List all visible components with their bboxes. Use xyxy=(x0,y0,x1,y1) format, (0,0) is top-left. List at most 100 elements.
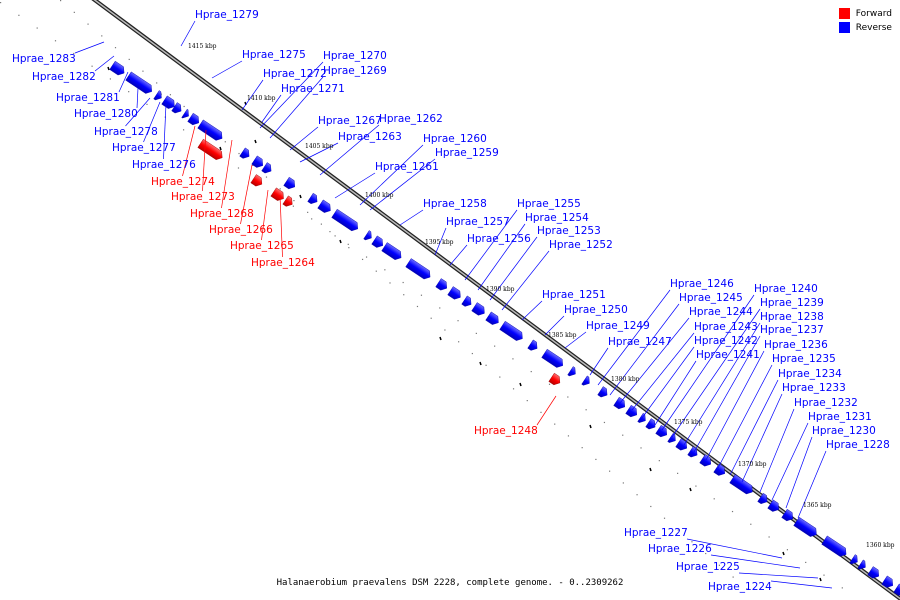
gene-label-hprae_1269[interactable]: Hprae_1269 xyxy=(323,65,387,77)
gene-arrow[interactable] xyxy=(181,108,192,120)
gene-arrow[interactable] xyxy=(499,320,526,343)
gene-block[interactable] xyxy=(637,412,649,425)
gene-arrow[interactable] xyxy=(713,463,728,478)
gene-block[interactable] xyxy=(567,366,579,379)
gene-label-hprae_1239[interactable]: Hprae_1239 xyxy=(760,297,824,309)
gene-label-hprae_1245[interactable]: Hprae_1245 xyxy=(679,292,743,304)
gene-label-hprae_1233[interactable]: Hprae_1233 xyxy=(782,382,846,394)
gene-block[interactable] xyxy=(371,235,386,250)
gene-block[interactable] xyxy=(713,463,728,478)
gene-arrow[interactable] xyxy=(282,195,295,209)
gene-label-hprae_1242[interactable]: Hprae_1242 xyxy=(694,335,758,347)
gene-block[interactable] xyxy=(499,320,526,343)
gene-label-hprae_1247[interactable]: Hprae_1247 xyxy=(608,336,672,348)
gene-block[interactable] xyxy=(613,396,628,411)
gene-label-hprae_1283[interactable]: Hprae_1283 xyxy=(12,53,76,65)
gene-block[interactable] xyxy=(729,474,756,497)
gene-label-hprae_1261[interactable]: Hprae_1261 xyxy=(375,161,439,173)
gene-arrow[interactable] xyxy=(527,339,540,353)
gene-block[interactable] xyxy=(181,108,192,120)
gene-label-hprae_1243[interactable]: Hprae_1243 xyxy=(694,321,758,333)
gene-block[interactable] xyxy=(153,90,165,103)
gene-label-hprae_1232[interactable]: Hprae_1232 xyxy=(794,397,858,409)
gene-block[interactable] xyxy=(261,162,274,176)
gene-block[interactable] xyxy=(471,302,488,318)
gene-label-hprae_1257[interactable]: Hprae_1257 xyxy=(446,216,510,228)
gene-arrow[interactable] xyxy=(767,499,782,514)
gene-arrow[interactable] xyxy=(197,119,225,143)
gene-block[interactable] xyxy=(307,192,320,206)
gene-label-hprae_1224[interactable]: Hprae_1224 xyxy=(708,581,772,593)
gene-block[interactable] xyxy=(581,375,593,388)
gene-block[interactable] xyxy=(363,230,375,243)
gene-label-hprae_1259[interactable]: Hprae_1259 xyxy=(435,147,499,159)
gene-block[interactable] xyxy=(405,258,433,282)
gene-label-hprae_1231[interactable]: Hprae_1231 xyxy=(808,411,872,423)
gene-arrow[interactable] xyxy=(251,155,266,170)
gene-label-hprae_1256[interactable]: Hprae_1256 xyxy=(467,233,531,245)
gene-label-hprae_1258[interactable]: Hprae_1258 xyxy=(423,198,487,210)
gene-arrow[interactable] xyxy=(667,432,679,445)
gene-arrow[interactable] xyxy=(857,559,869,572)
gene-arrow[interactable] xyxy=(675,438,690,453)
gene-arrow[interactable] xyxy=(161,95,178,111)
gene-label-hprae_1226[interactable]: Hprae_1226 xyxy=(648,543,712,555)
gene-block[interactable] xyxy=(527,339,540,353)
gene-label-hprae_1237[interactable]: Hprae_1237 xyxy=(760,324,824,336)
gene-block[interactable] xyxy=(548,372,563,387)
gene-block[interactable] xyxy=(675,438,690,453)
gene-arrow[interactable] xyxy=(239,147,252,161)
gene-arrow[interactable] xyxy=(171,102,184,116)
gene-label-hprae_1278[interactable]: Hprae_1278 xyxy=(94,126,158,138)
gene-block[interactable] xyxy=(435,278,450,293)
gene-arrow[interactable] xyxy=(729,474,756,497)
gene-label-hprae_1246[interactable]: Hprae_1246 xyxy=(670,278,734,290)
gene-block[interactable] xyxy=(655,424,670,439)
gene-arrow[interactable] xyxy=(893,583,900,598)
gene-label-hprae_1276[interactable]: Hprae_1276 xyxy=(132,159,196,171)
gene-block[interactable] xyxy=(597,386,610,400)
gene-arrow[interactable] xyxy=(699,454,714,469)
gene-label-hprae_1268[interactable]: Hprae_1268 xyxy=(190,208,254,220)
gene-block[interactable] xyxy=(447,286,464,302)
gene-label-hprae_1227[interactable]: Hprae_1227 xyxy=(624,527,688,539)
gene-arrow[interactable] xyxy=(541,348,566,370)
gene-block[interactable] xyxy=(161,95,178,111)
gene-label-hprae_1251[interactable]: Hprae_1251 xyxy=(542,289,606,301)
gene-arrow[interactable] xyxy=(757,492,770,506)
gene-block[interactable] xyxy=(331,208,361,233)
gene-arrow[interactable] xyxy=(153,90,165,103)
gene-block[interactable] xyxy=(461,295,474,309)
gene-arrow[interactable] xyxy=(597,386,610,400)
gene-arrow[interactable] xyxy=(109,60,127,77)
gene-label-hprae_1271[interactable]: Hprae_1271 xyxy=(281,83,345,95)
gene-arrow[interactable] xyxy=(371,235,386,250)
gene-label-hprae_1254[interactable]: Hprae_1254 xyxy=(525,212,589,224)
gene-label-hprae_1255[interactable]: Hprae_1255 xyxy=(517,198,581,210)
gene-label-hprae_1265[interactable]: Hprae_1265 xyxy=(230,240,294,252)
gene-block[interactable] xyxy=(867,566,882,581)
gene-arrow[interactable] xyxy=(881,575,896,590)
gene-block[interactable] xyxy=(793,516,820,539)
gene-label-hprae_1241[interactable]: Hprae_1241 xyxy=(696,349,760,361)
gene-label-hprae_1225[interactable]: Hprae_1225 xyxy=(676,561,740,573)
gene-label-hprae_1260[interactable]: Hprae_1260 xyxy=(423,133,487,145)
gene-arrow[interactable] xyxy=(197,138,225,162)
gene-arrow[interactable] xyxy=(283,176,298,191)
gene-label-hprae_1238[interactable]: Hprae_1238 xyxy=(760,311,824,323)
gene-block[interactable] xyxy=(197,119,225,143)
gene-label-hprae_1244[interactable]: Hprae_1244 xyxy=(689,306,753,318)
gene-label-hprae_1230[interactable]: Hprae_1230 xyxy=(812,425,876,437)
gene-label-hprae_1267[interactable]: Hprae_1267 xyxy=(318,115,382,127)
gene-arrow[interactable] xyxy=(655,424,670,439)
gene-label-hprae_1249[interactable]: Hprae_1249 xyxy=(586,320,650,332)
gene-block[interactable] xyxy=(699,454,714,469)
gene-block[interactable] xyxy=(250,174,265,189)
gene-label-hprae_1280[interactable]: Hprae_1280 xyxy=(74,108,138,120)
gene-label-hprae_1281[interactable]: Hprae_1281 xyxy=(56,92,120,104)
gene-arrow[interactable] xyxy=(435,278,450,293)
gene-block[interactable] xyxy=(757,492,770,506)
gene-arrow[interactable] xyxy=(867,566,882,581)
gene-label-hprae_1270[interactable]: Hprae_1270 xyxy=(323,50,387,62)
gene-arrow[interactable] xyxy=(261,162,274,176)
